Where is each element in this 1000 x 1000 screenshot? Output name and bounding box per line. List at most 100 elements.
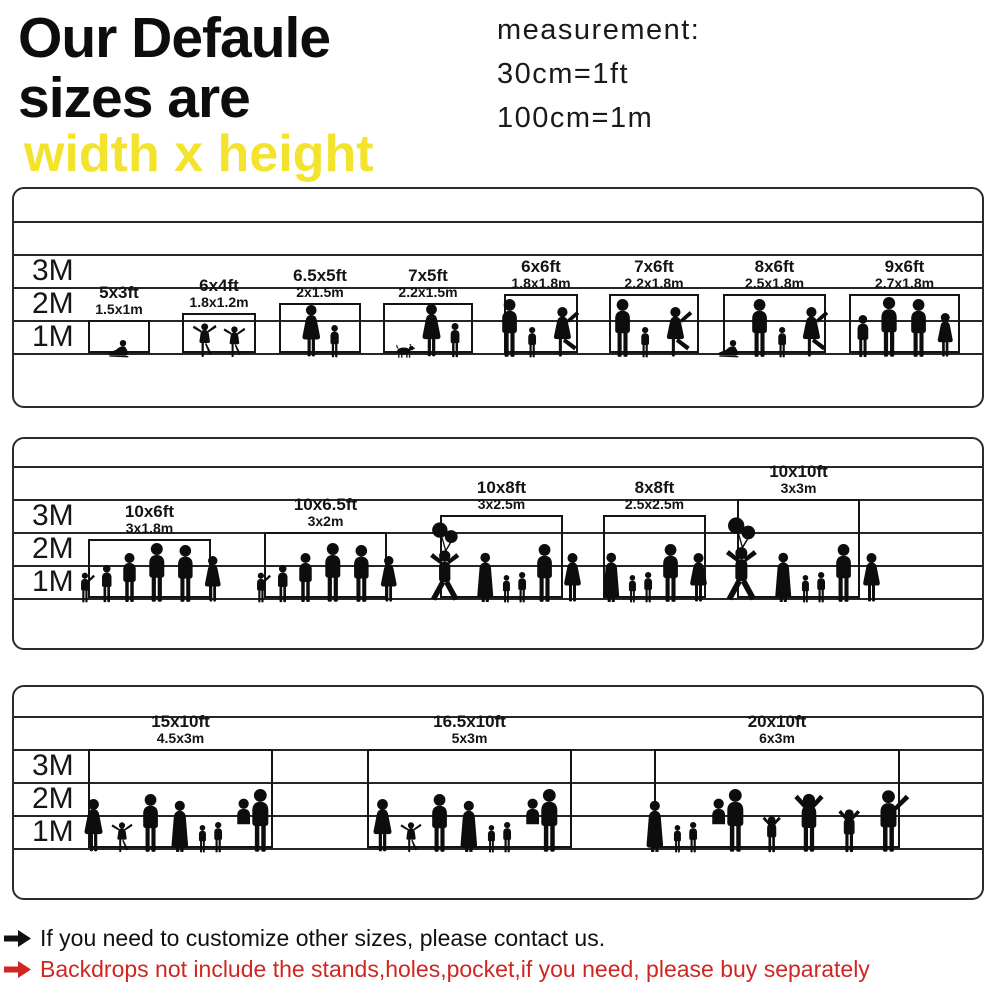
- size-label-6x6ft: 6x6ft 1.8x1.8m: [511, 258, 570, 291]
- size-label-ft: 8x8ft: [634, 478, 675, 497]
- size-box-8x6ft: [723, 294, 826, 353]
- size-label-ft: 5x3ft: [99, 283, 139, 302]
- size-label-ft: 10x8ft: [476, 478, 527, 497]
- size-label-m: 6x3m: [759, 729, 795, 746]
- measurement-title: measurement:: [497, 14, 701, 46]
- backdrop-disclaimer-note: Backdrops not include the stands,holes,p…: [4, 958, 870, 981]
- size-label-6.5x5ft: 6.5x5ft 2x1.5m: [293, 267, 347, 300]
- size-box-10x6ft: [88, 539, 211, 598]
- size-panel-medium-sizes: 3M 2M 1M 10x6ft 3x1.8m 10x6.5ft 3x2m 10x8ft 3x2.…: [12, 437, 984, 650]
- size-box-10x10ft: [737, 499, 860, 598]
- size-label-20x10ft: 20x10ft 6x3m: [748, 713, 807, 746]
- size-label-ft: 20x10ft: [747, 712, 807, 731]
- size-label-m: 3x3m: [780, 479, 817, 496]
- meter-line: [14, 815, 982, 817]
- size-label-m: 2.2x1.8m: [624, 274, 684, 291]
- meter-line: [14, 716, 982, 718]
- meter-label-3M: 3M: [32, 254, 74, 287]
- meter-label-1M: 1M: [32, 565, 74, 598]
- size-box-10x8ft: [440, 515, 563, 598]
- size-label-m: 2.5x2.5m: [624, 495, 685, 512]
- size-box-9x6ft: [849, 294, 960, 353]
- meter-line: [14, 466, 982, 468]
- size-label-6x4ft: 6x4ft 1.8x1.2m: [189, 277, 248, 310]
- size-box-16.5x10ft: [367, 749, 572, 848]
- measurement-ft-conversion: 30cm=1ft: [497, 58, 630, 90]
- silhouette-woman-icon: [564, 553, 582, 602]
- size-label-10x6ft: 10x6ft 3x1.8m: [125, 503, 174, 536]
- meter-label-1M: 1M: [32, 815, 74, 848]
- size-label-m: 3x2.5m: [477, 495, 526, 512]
- right-arrow-icon: [4, 930, 31, 947]
- page-title-line1: Our Defaule: [18, 6, 331, 70]
- meter-label-3M: 3M: [32, 499, 74, 532]
- size-label-m: 5x3m: [451, 729, 488, 746]
- backdrop-disclaimer-text: Backdrops not include the stands,holes,p…: [40, 956, 870, 982]
- meter-label-2M: 2M: [32, 532, 74, 565]
- size-label-8x6ft: 8x6ft 2.5x1.8m: [745, 258, 804, 291]
- size-label-ft: 7x5ft: [408, 266, 448, 285]
- size-label-m: 2.7x1.8m: [874, 274, 935, 291]
- size-box-10x6.5ft: [264, 532, 387, 598]
- customize-note: If you need to customize other sizes, pl…: [4, 927, 605, 950]
- size-panel-small-sizes: 3M 2M 1M 5x3ft 1.5x1m 6x4ft 1.8x1.2m 6.5x5ft 2x1…: [12, 187, 984, 408]
- meter-label-3M: 3M: [32, 749, 74, 782]
- size-label-m: 2x1.5m: [296, 283, 344, 300]
- size-box-6x4ft: [182, 313, 256, 353]
- measurement-m-conversion: 100cm=1m: [497, 102, 654, 134]
- size-label-m: 2.2x1.5m: [398, 283, 458, 300]
- size-label-10x10ft: 10x10ft 3x3m: [769, 463, 828, 496]
- right-arrow-icon: [4, 961, 31, 978]
- meter-line: [14, 254, 982, 256]
- meter-line: [14, 221, 982, 223]
- size-label-7x6ft: 7x6ft 2.2x1.8m: [624, 258, 683, 291]
- size-box-6x6ft: [504, 294, 578, 353]
- meter-line: [14, 320, 982, 322]
- size-label-ft: 6x4ft: [199, 276, 239, 295]
- size-box-8x8ft: [603, 515, 706, 598]
- meter-line: [14, 287, 982, 289]
- size-label-15x10ft: 15x10ft 4.5x3m: [151, 713, 210, 746]
- page-subtitle-width-x-height: width x height: [24, 125, 374, 183]
- size-label-ft: 6x6ft: [521, 257, 561, 276]
- size-label-ft: 7x6ft: [634, 257, 674, 276]
- size-label-ft: 15x10ft: [151, 712, 210, 731]
- size-box-15x10ft: [88, 749, 273, 848]
- size-label-5x3ft: 5x3ft 1.5x1m: [95, 284, 142, 317]
- meter-line: [14, 532, 982, 534]
- size-label-ft: 16.5x10ft: [433, 712, 506, 731]
- size-panel-large-sizes: 3M 2M 1M 15x10ft 4.5x3m 16.5x10ft 5x3m 20x10ft 6…: [12, 685, 984, 900]
- meter-line: [14, 499, 982, 501]
- size-label-m: 4.5x3m: [156, 729, 205, 746]
- meter-line: [14, 598, 982, 600]
- size-label-ft: 10x6ft: [124, 502, 175, 521]
- size-label-7x5ft: 7x5ft 2.2x1.5m: [398, 267, 457, 300]
- size-label-ft: 9x6ft: [884, 257, 925, 276]
- size-label-10x6.5ft: 10x6.5ft 3x2m: [294, 496, 357, 529]
- size-label-m: 1.5x1m: [95, 300, 143, 317]
- size-box-5x3ft: [88, 320, 150, 353]
- size-box-7x5ft: [383, 303, 473, 353]
- meter-label-1M: 1M: [32, 320, 74, 353]
- meter-line: [14, 353, 982, 355]
- size-label-m: 3x2m: [307, 512, 344, 529]
- size-box-7x6ft: [609, 294, 699, 353]
- size-label-9x6ft: 9x6ft 2.7x1.8m: [875, 258, 934, 291]
- meter-line: [14, 782, 982, 784]
- size-label-ft: 10x6.5ft: [293, 495, 358, 514]
- size-box-6.5x5ft: [279, 303, 361, 353]
- size-label-m: 3x1.8m: [125, 519, 174, 536]
- meter-line: [14, 848, 982, 850]
- size-box-20x10ft: [654, 749, 900, 848]
- size-label-ft: 8x6ft: [754, 257, 795, 276]
- size-label-m: 1.8x1.2m: [189, 293, 249, 310]
- size-label-8x8ft: 8x8ft 2.5x2.5m: [625, 479, 684, 512]
- size-label-ft: 10x10ft: [769, 462, 828, 481]
- size-label-10x8ft: 10x8ft 3x2.5m: [477, 479, 526, 512]
- page-title-line2: sizes are: [18, 66, 251, 130]
- silhouette-woman-icon: [863, 553, 880, 602]
- size-label-ft: 6.5x5ft: [293, 266, 347, 285]
- size-label-m: 2.5x1.8m: [744, 274, 805, 291]
- meter-label-2M: 2M: [32, 782, 74, 815]
